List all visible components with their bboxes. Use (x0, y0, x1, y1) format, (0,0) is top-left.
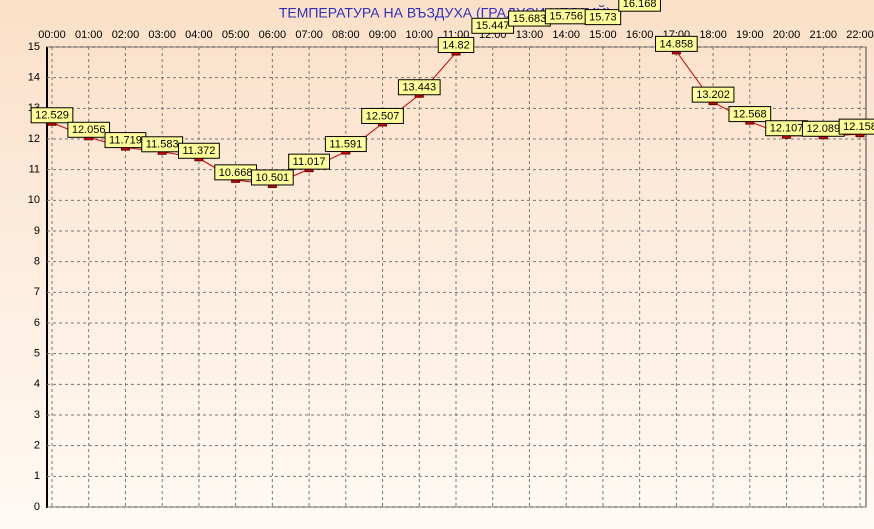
data-label-box (30, 107, 74, 124)
data-label: 12.089 (806, 123, 840, 135)
x-tick-label: 06:00 (259, 29, 287, 41)
x-tick-label: 04:00 (185, 29, 213, 41)
y-tick-label: 10 (28, 194, 40, 206)
x-tick-label: 22:00 (846, 29, 874, 41)
data-label: 14.858 (660, 38, 694, 50)
x-tick-label: 08:00 (332, 29, 360, 41)
x-tick-label: 13:00 (516, 29, 544, 41)
data-label-box (728, 106, 772, 123)
data-label-box (437, 37, 475, 54)
data-label: 10.501 (256, 172, 290, 184)
y-tick-label: 2 (34, 440, 40, 452)
data-label: 15.73 (589, 12, 617, 24)
data-label-box (251, 169, 294, 186)
x-tick-label: 03:00 (148, 29, 176, 41)
data-label-box (67, 121, 111, 138)
data-label: 12.107 (770, 123, 804, 135)
y-tick-label: 5 (34, 348, 40, 360)
data-label: 11.583 (146, 139, 179, 151)
x-tick-label: 18:00 (699, 29, 727, 41)
data-label: 13.443 (402, 82, 436, 94)
x-tick-label: 00:00 (38, 29, 66, 41)
x-tick-label: 10:00 (406, 29, 434, 41)
x-tick-label: 05:00 (222, 29, 250, 41)
data-label-box (361, 107, 404, 124)
x-tick-label: 21:00 (810, 29, 838, 41)
y-tick-label: 9 (34, 225, 40, 237)
x-tick-label: 02:00 (112, 29, 140, 41)
data-label: 12.507 (366, 110, 400, 122)
data-label: 12.568 (733, 108, 767, 120)
data-label-box (838, 118, 874, 135)
x-tick-label: 14:00 (552, 29, 580, 41)
y-tick-label: 14 (28, 72, 40, 84)
y-tick-label: 12 (28, 133, 40, 145)
data-label-box (655, 35, 698, 52)
data-label-box (584, 9, 622, 26)
data-label: 11.719 (109, 135, 142, 147)
data-label: 15.683 (513, 13, 547, 25)
data-label: 11.372 (182, 145, 215, 157)
data-label: 12.158 (843, 121, 874, 133)
x-tick-label: 16:00 (626, 29, 654, 41)
data-label: 11.591 (329, 138, 362, 150)
data-label-box (288, 153, 331, 170)
y-tick-label: 1 (34, 470, 40, 482)
data-label-box (618, 0, 661, 12)
y-tick-label: 8 (34, 256, 40, 268)
data-label: 15.447 (476, 20, 510, 32)
y-tick-label: 3 (34, 409, 40, 421)
y-tick-label: 7 (34, 286, 40, 298)
x-tick-label: 01:00 (75, 29, 103, 41)
data-label: 16.168 (623, 0, 657, 10)
data-label: 13.202 (696, 89, 730, 101)
data-label: 15.756 (549, 11, 583, 23)
data-label-box (324, 136, 367, 153)
data-label-box (691, 86, 735, 103)
x-tick-label: 19:00 (736, 29, 764, 41)
data-label: 10.668 (219, 167, 253, 179)
y-tick-label: 0 (34, 501, 40, 513)
y-tick-label: 4 (34, 378, 40, 390)
data-label: 14.82 (442, 39, 470, 51)
y-tick-label: 6 (34, 317, 40, 329)
data-label: 12.056 (72, 124, 106, 136)
x-tick-label: 20:00 (773, 29, 801, 41)
data-label: 11.017 (293, 156, 326, 168)
data-label-box (177, 142, 220, 159)
x-tick-label: 07:00 (295, 29, 323, 41)
data-label: 12.529 (35, 110, 69, 122)
y-tick-label: 11 (29, 164, 40, 176)
y-tick-label: 15 (28, 41, 40, 53)
x-tick-label: 09:00 (369, 29, 397, 41)
x-tick-label: 15:00 (589, 29, 617, 41)
data-label-box (397, 79, 441, 96)
